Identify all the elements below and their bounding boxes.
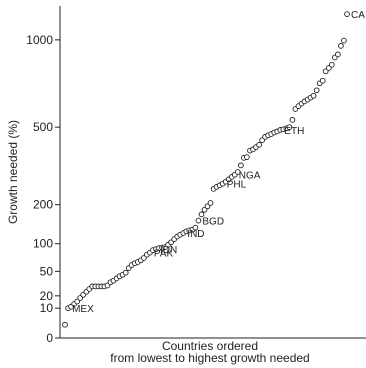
x-axis-title-line-2: from lowest to highest growth needed — [110, 351, 309, 365]
data-point — [256, 141, 262, 148]
data-point — [310, 92, 317, 99]
data-point — [286, 124, 293, 131]
point-label-nga: NGA — [239, 171, 261, 182]
point-label-ca: CA — [351, 10, 365, 21]
y-tick-label: 100 — [33, 237, 53, 251]
data-point — [238, 162, 244, 169]
point-label-idn: IDN — [160, 245, 177, 256]
point-label-bgd: BGD — [202, 217, 224, 228]
data-point — [313, 87, 320, 94]
data-point — [234, 169, 241, 175]
data-points — [62, 11, 350, 328]
data-point — [198, 211, 205, 218]
point-label-mex: MEX — [72, 304, 94, 315]
y-tick-label: 50 — [40, 264, 54, 278]
data-point — [195, 217, 202, 224]
y-axis-title: Growth needed (%) — [6, 120, 20, 224]
data-point — [74, 298, 81, 305]
y-tick-label: 0 — [46, 331, 53, 345]
y-tick-label: 20 — [40, 289, 54, 303]
data-point — [289, 117, 296, 123]
point-label-eth: ETH — [284, 126, 304, 137]
data-point — [244, 154, 250, 160]
data-point — [344, 11, 350, 17]
data-point — [207, 200, 214, 206]
data-point — [62, 321, 68, 328]
x-axis-title-line-1: Countries ordered — [162, 339, 258, 353]
y-tick-label: 200 — [33, 198, 53, 212]
data-point — [328, 61, 335, 68]
data-point — [201, 206, 208, 213]
y-tick-label: 1000 — [26, 33, 53, 47]
point-label-ind: IND — [187, 229, 204, 240]
data-point — [335, 51, 341, 58]
y-tick-label: 500 — [33, 120, 53, 134]
y-tick-label: 10 — [40, 301, 54, 315]
point-label-pak: PAK — [154, 249, 174, 260]
data-point — [319, 77, 326, 84]
data-point — [341, 37, 347, 44]
data-point — [122, 269, 129, 276]
data-point — [192, 224, 199, 231]
data-point — [338, 43, 344, 49]
point-label-phl: PHL — [227, 180, 247, 191]
axes — [59, 6, 366, 339]
